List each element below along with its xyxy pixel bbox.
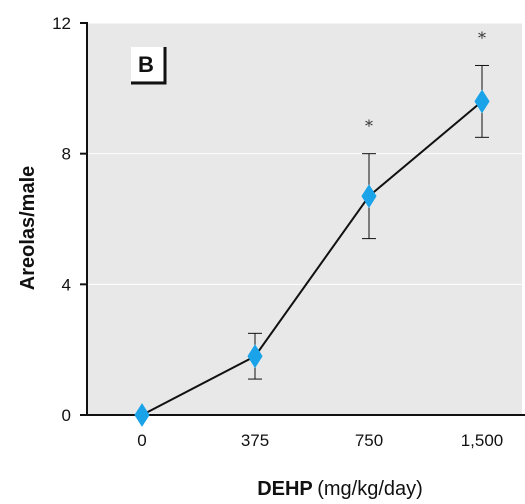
panel-label: B (138, 52, 154, 77)
x-tick-label: 375 (241, 431, 269, 450)
x-axis-title: DEHP (mg/kg/day) (257, 478, 423, 500)
x-tick-labels: 0 375 750 1,500 (137, 431, 503, 450)
gridlines (87, 22, 522, 285)
y-tick-label: 4 (62, 275, 71, 294)
x-axis-title-bold: DEHP (257, 478, 313, 500)
data-point-marker (134, 403, 150, 427)
series-line (141, 100, 483, 416)
data-point-marker (361, 184, 377, 209)
y-axis-title: Areolas/male (17, 166, 39, 291)
data-series: ** (134, 28, 490, 427)
y-tick-label: 8 (62, 145, 71, 164)
x-axis-title-unit: (mg/kg/day) (317, 478, 423, 500)
data-point-marker (247, 344, 263, 369)
x-tick-label: 0 (137, 431, 146, 450)
y-tick-labels: 0 4 8 12 (52, 14, 87, 425)
axes (86, 22, 525, 416)
significance-marker: * (365, 117, 373, 136)
significance-marker: * (478, 28, 486, 47)
x-tick-label: 1,500 (461, 431, 504, 450)
panel-label-box: B (131, 47, 167, 85)
y-tick-label: 0 (62, 406, 71, 425)
plot-background (87, 23, 522, 415)
data-point-marker (474, 89, 490, 114)
y-tick-label: 12 (52, 14, 71, 33)
x-tick-label: 750 (355, 431, 383, 450)
